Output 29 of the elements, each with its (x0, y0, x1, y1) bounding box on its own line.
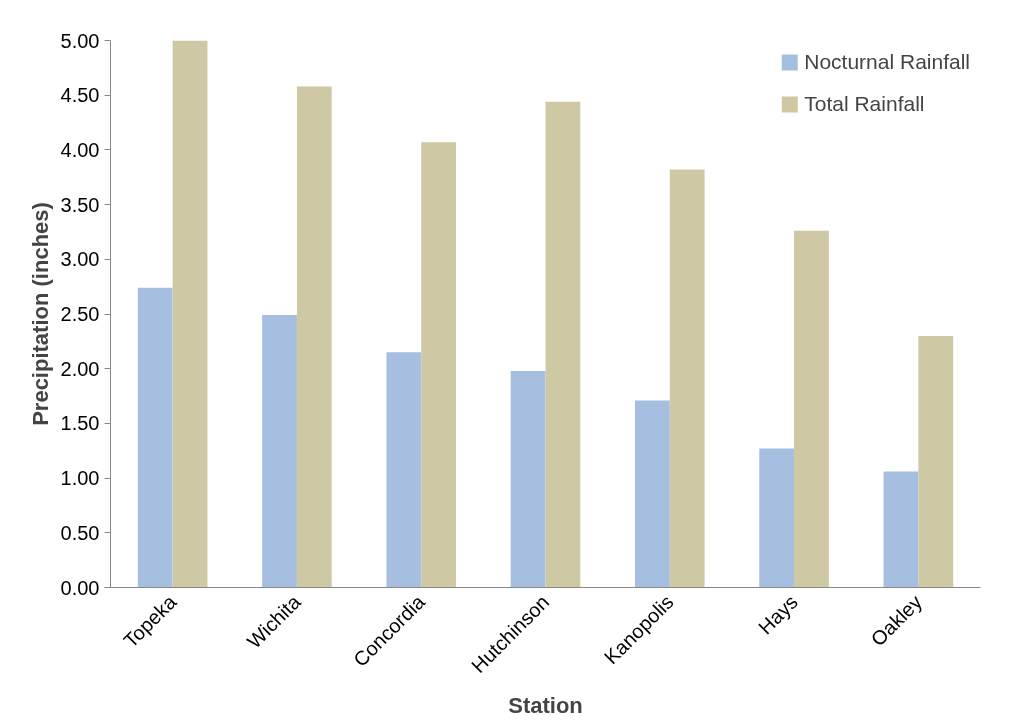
y-tick-label: 2.00 (60, 357, 100, 380)
y-tick-label: 1.00 (60, 467, 100, 490)
bar (918, 335, 954, 588)
y-tick-label: 4.00 (60, 138, 100, 161)
legend-label: Total Rainfall (804, 92, 925, 116)
bar (421, 142, 457, 588)
bar (172, 40, 208, 588)
y-tick-label: 3.50 (60, 193, 100, 216)
y-tick-label: 0.50 (60, 521, 100, 544)
bar (545, 101, 581, 588)
bar (634, 400, 670, 588)
bar (262, 315, 297, 588)
bar (510, 370, 546, 588)
bar (883, 471, 919, 588)
bar (794, 230, 829, 588)
y-tick-label: 4.50 (60, 84, 100, 107)
y-tick-label: 2.50 (60, 303, 100, 325)
bar (296, 86, 332, 588)
y-tick-label: 3.00 (60, 248, 100, 271)
bar (759, 448, 795, 588)
bar (137, 287, 173, 588)
bar (669, 169, 705, 588)
y-tick-label: 5.00 (60, 29, 100, 52)
y-tick-label: 0.00 (60, 576, 100, 599)
legend-label: Nocturnal Rainfall (804, 50, 970, 74)
y-axis-title: Precipitation (inches) (27, 202, 53, 426)
y-tick-label: 1.50 (60, 412, 100, 435)
bar (386, 352, 422, 588)
x-axis-title: Station (508, 692, 583, 718)
